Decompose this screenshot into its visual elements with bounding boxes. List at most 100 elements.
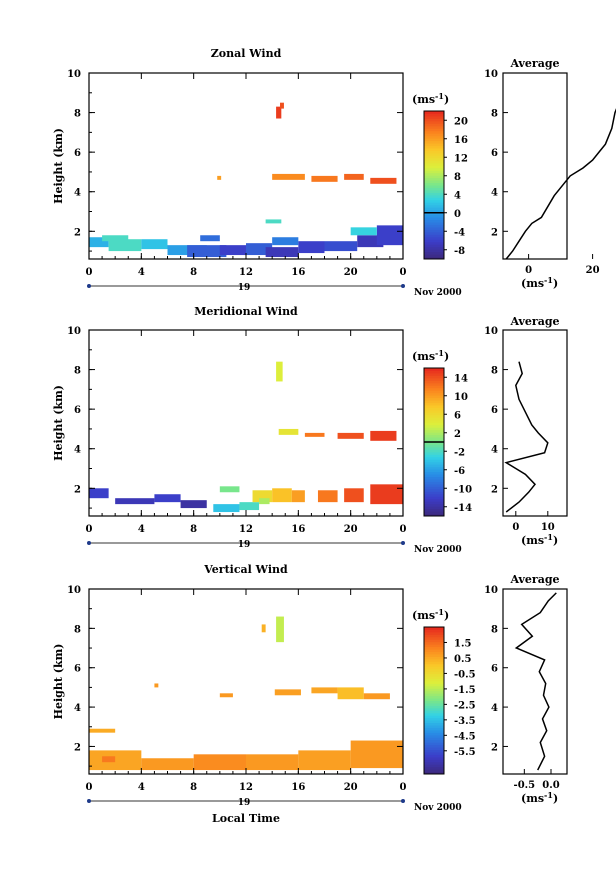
colorbar-tick-label: 6 [454,410,461,421]
heatmap-cell [219,693,233,698]
y-tick-label: 4 [74,188,81,199]
heatmap-cell [311,687,338,694]
average-title: Average [509,573,559,586]
y-axis-label: Height (km) [52,128,65,204]
colorbar-segment [424,725,444,728]
x-tick-label: 4 [138,267,145,278]
avg-y-tick-label: 6 [491,664,498,675]
heatmap-cell [272,237,299,246]
colorbar-segment [424,471,444,475]
colorbar-segment [424,720,444,724]
x-tick-label: 4 [138,782,145,793]
colorbar-segment [424,459,444,463]
colorbar-tick-label: 4 [454,190,461,201]
colorbar-segment [424,115,444,119]
colorbar-segment [424,419,444,423]
heatmap-cell [370,484,403,505]
colorbar-segment [424,125,444,129]
heatmap-cell [200,235,220,242]
colorbar-segment [424,769,444,773]
average-frame [502,72,568,260]
avg-y-tick-label: 2 [491,484,498,495]
colorbar-segment [424,254,444,258]
colorbar-segment [424,172,444,176]
panel-title: Zonal Wind [211,47,282,60]
colorbar-segment [424,212,444,216]
y-tick-label: 8 [74,366,81,377]
heatmap-cell [141,239,168,250]
colorbar-segment [424,683,444,687]
colorbar-segment [424,236,444,240]
average-title: Average [509,315,559,328]
heatmap-cell [276,616,284,643]
heatmap-panel-3: Vertical Wind 2 4 6 8 10 0 4 8 12 16 20 0 19 Nov 2000 H… [52,563,476,813]
colorbar-segment [424,138,444,142]
colorbar-segment [424,249,444,253]
colorbar-segment [424,744,444,748]
colorbar-segment [424,653,444,657]
x-tick-label: 0 [86,267,93,278]
average-profile-line [514,592,557,771]
heatmap-cell [357,235,384,248]
colorbar-segment [424,400,444,404]
colorbar-segment [424,199,444,203]
colorbar-segment [424,634,444,638]
heatmap-cell [193,754,246,771]
panel-title: Meridional Wind [194,305,298,318]
x-tick-label: 12 [239,782,253,793]
avg-y-tick-label: 10 [484,326,498,337]
heatmap-cell [350,227,377,236]
colorbar-segment [424,698,444,701]
colorbar-segment [424,732,444,736]
colorbar-segment [424,246,444,250]
colorbar-unit-label: (ms-1) [412,91,449,106]
colorbar-segment [424,145,444,149]
colorbar-segment [424,676,444,679]
heatmap-cell [272,173,305,180]
day-label: 19 [238,283,251,293]
colorbar-segment [424,155,444,159]
colorbar-segment [424,402,444,406]
colorbar-segment [424,636,444,640]
heatmap-cell [304,432,325,437]
colorbar-segment [424,222,444,225]
colorbar-segment [424,759,444,763]
colorbar-segment [424,226,444,230]
colorbar-segment [424,256,444,260]
heatmap-cell [259,498,270,505]
colorbar-segment [424,368,444,371]
colorbar-segment [424,370,444,374]
colorbar-segment [424,409,444,413]
colorbar-segment [424,444,444,448]
colorbar-segment [424,751,444,755]
colorbar-segment [424,513,444,517]
avg-x-tick-label: 0 [512,522,519,533]
y-tick-label: 8 [74,109,81,120]
colorbar-segment [424,405,444,408]
avg-y-tick-label: 4 [491,445,498,456]
colorbar-segment [424,239,444,243]
day-label: 19 [238,798,251,808]
average-panel-1: Average 2 4 6 8 10 0 20 (ms-1) [484,57,616,290]
heatmap-cell [344,173,364,180]
colorbar-segment [424,496,444,500]
colorbar-segment [424,739,444,743]
heatmap-cell [213,504,240,513]
heatmap-cell [311,175,338,182]
colorbar-frame [423,626,445,775]
colorbar-segment [424,656,444,660]
heatmap-cell [219,486,240,493]
colorbar-segment [424,456,444,460]
average-frame [502,329,568,517]
colorbar-unit-label: (ms-1) [412,348,449,363]
heatmap-cell [89,728,116,733]
avg-y-tick-label: 4 [491,188,498,199]
colorbar-segment [424,128,444,132]
colorbar-segment [424,451,444,455]
colorbar-segment [424,382,444,386]
colorbar-segment [424,666,444,670]
date-label: Nov 2000 [414,545,462,555]
day-label: 19 [238,540,251,550]
colorbar-segment [424,377,444,381]
